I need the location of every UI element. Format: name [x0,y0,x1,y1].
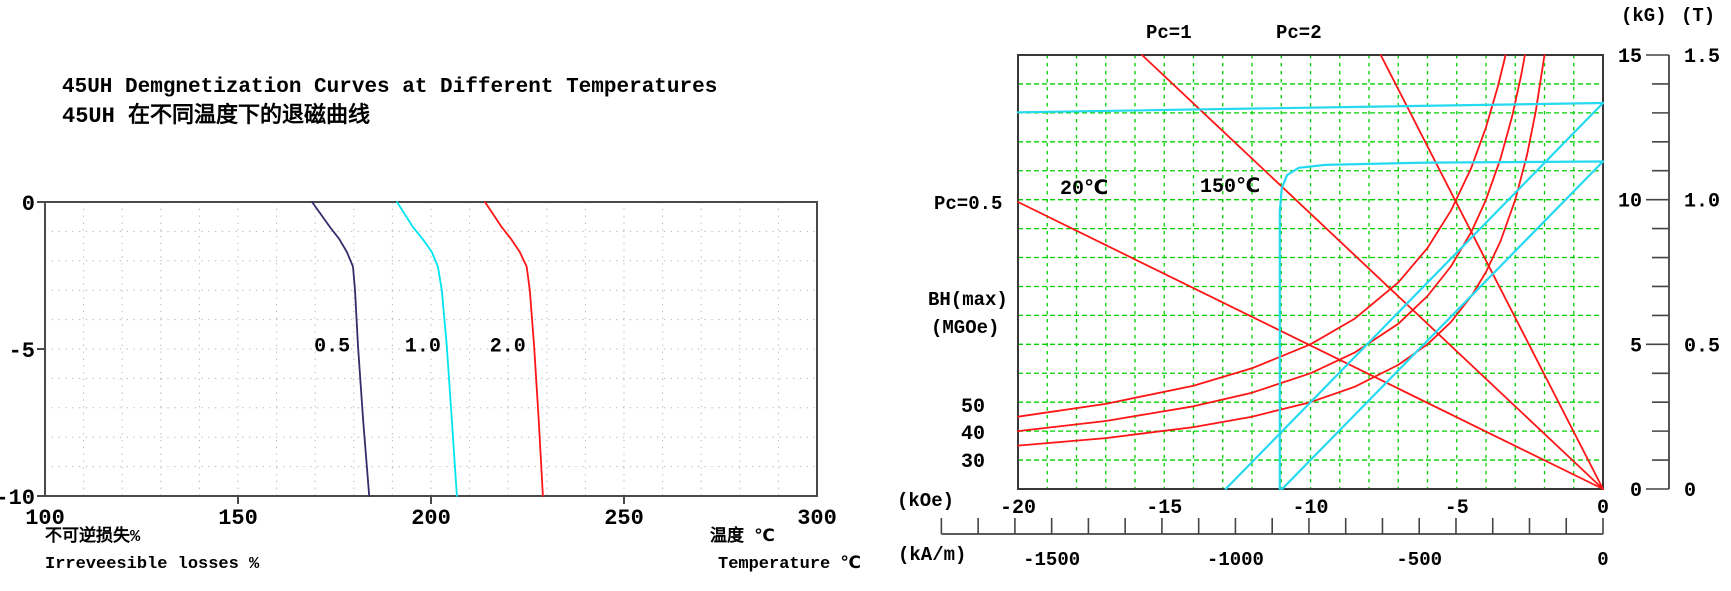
svg-text:-10: -10 [0,486,35,511]
svg-text:150: 150 [218,506,258,531]
right-chart-bh-curves: -20 -15 -10 -5 0 -1500 -1000 -500 0 15 1.5 10 1.0 5 0.… [940,46,1720,571]
svg-text:1.0: 1.0 [405,336,441,359]
koe-unit-label: (kOe) [897,490,955,512]
svg-text:0: 0 [22,192,35,217]
pc05-load-line-label: Pc=0.5 [934,193,1003,215]
svg-text:0.5: 0.5 [314,336,350,359]
svg-text:0: 0 [1597,549,1608,571]
svg-text:5: 5 [1630,335,1642,358]
left-chart-ylabel-zh: 不可逆损失% [45,528,141,547]
svg-text:-1000: -1000 [1207,549,1264,571]
tesla-unit-label: (T) [1681,5,1716,27]
left-chart-title-en: 45UH Demgnetization Curves at Different … [62,76,718,99]
left-chart-xlabel-en: Temperature ℃ [718,555,862,574]
curve-label-150c: 150℃ [1200,176,1261,199]
svg-text:200: 200 [411,506,451,531]
kam-unit-label: (kA/m) [898,544,967,566]
pc2-load-line-label: Pc=2 [1276,22,1322,44]
svg-text:250: 250 [604,506,644,531]
pc1-load-line-label: Pc=1 [1146,22,1192,44]
svg-text:100: 100 [25,506,65,531]
svg-text:0: 0 [1597,497,1609,520]
left-chart-title-zh: 45UH 在不同温度下的退磁曲线 [62,104,371,129]
svg-text:-1500: -1500 [1023,549,1080,571]
bh-contour-30-label: 30 [961,451,986,474]
svg-text:15: 15 [1618,46,1642,69]
svg-text:-500: -500 [1396,549,1442,571]
svg-text:-5: -5 [1445,497,1469,520]
svg-text:1.0: 1.0 [1684,191,1720,214]
left-chart-irreversible-loss: 100 150 200 250 300 0 -5 -10 0.5 1.0 2.0 [0,192,837,531]
svg-text:10: 10 [1618,191,1642,214]
left-chart-xlabel-zh: 温度 ℃ [710,528,775,547]
svg-text:300: 300 [797,506,837,531]
curve-label-20c: 20℃ [1060,178,1109,201]
svg-text:0: 0 [1684,480,1696,503]
svg-text:0.5: 0.5 [1684,335,1720,358]
svg-text:-20: -20 [1000,497,1036,520]
svg-text:0: 0 [1630,480,1642,503]
svg-text:-5: -5 [9,339,35,364]
bh-contour-50-label: 50 [961,396,986,419]
svg-text:2.0: 2.0 [490,336,526,359]
svg-text:-10: -10 [1292,497,1328,520]
mgoe-unit-label: (MGOe) [931,317,1000,339]
kg-unit-label: (kG) [1621,5,1667,27]
left-chart-ylabel-en: Irreveesible losses % [45,555,260,574]
bh-contour-40-label: 40 [961,423,986,446]
svg-text:1.5: 1.5 [1684,46,1720,69]
svg-text:-15: -15 [1146,497,1182,520]
bhmax-axis-label: BH(max) [928,289,1008,311]
